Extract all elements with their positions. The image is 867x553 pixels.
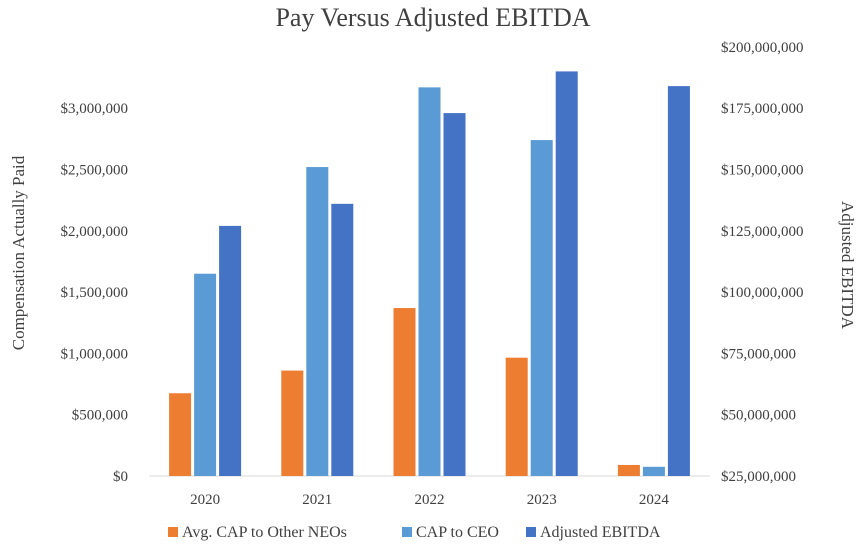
x-tick-label: 2024 (639, 492, 670, 508)
y-left-tick-label: $2,500,000 (61, 163, 129, 179)
x-tick-label: 2020 (190, 492, 220, 508)
bar-cap-to-ceo (418, 87, 441, 476)
bar-cap-to-ceo (642, 466, 665, 476)
legend-label: Avg. CAP to Other NEOs (182, 524, 347, 541)
bar-avg-cap-to-other-neos (281, 370, 304, 476)
y-left-axis-label: Compensation Actually Paid (9, 155, 28, 350)
bar-cap-to-ceo (194, 273, 217, 476)
bar-avg-cap-to-other-neos (505, 357, 528, 476)
y-left-tick-label: $3,000,000 (61, 101, 129, 117)
chart-title: Pay Versus Adjusted EBITDA (275, 3, 590, 32)
y-left-tick-label: $1,500,000 (61, 285, 129, 301)
y-right-tick-label: $25,000,000 (721, 469, 796, 485)
y-right-tick-label: $125,000,000 (721, 224, 804, 240)
y-left-tick-label: $500,000 (72, 408, 128, 424)
bar-cap-to-ceo (530, 140, 553, 477)
y-right-tick-label: $75,000,000 (721, 346, 796, 362)
legend-swatch (526, 527, 536, 537)
y-right-tick-label: $150,000,000 (721, 163, 804, 179)
x-tick-label: 2022 (415, 492, 445, 508)
y-right-axis-label: Adjusted EBITDA (838, 201, 857, 330)
bar-adjusted-ebitda (555, 71, 578, 477)
y-right-tick-label: $175,000,000 (721, 101, 804, 117)
y-right-tick-label: $50,000,000 (721, 408, 796, 424)
legend-swatch (402, 527, 412, 537)
bar-avg-cap-to-other-neos (169, 393, 192, 476)
legend-label: Adjusted EBITDA (540, 524, 661, 541)
bar-avg-cap-to-other-neos (617, 464, 640, 476)
plot-area: $0 $500,000 $1,000,000 $1,500,000 $2,000,000… (61, 40, 804, 508)
bar-adjusted-ebitda (443, 113, 466, 476)
y-right-tick-label: $200,000,000 (721, 40, 804, 56)
y-left-tick-label: $0 (113, 469, 128, 485)
legend-swatch (168, 527, 178, 537)
bar-adjusted-ebitda (219, 225, 242, 476)
bar-cap-to-ceo (306, 167, 329, 476)
legend-label: CAP to CEO (416, 524, 499, 541)
x-tick-label: 2021 (302, 492, 332, 508)
bar-adjusted-ebitda (331, 203, 354, 476)
y-left-tick-label: $2,000,000 (61, 224, 129, 240)
legend: Avg. CAP to Other NEOs CAP to CEO Adjusted… (168, 524, 661, 541)
x-tick-label: 2023 (527, 492, 557, 508)
y-left-tick-label: $1,000,000 (61, 346, 129, 362)
bar-adjusted-ebitda (667, 86, 690, 476)
y-right-tick-label: $100,000,000 (721, 285, 804, 301)
bar-avg-cap-to-other-neos (393, 308, 416, 476)
